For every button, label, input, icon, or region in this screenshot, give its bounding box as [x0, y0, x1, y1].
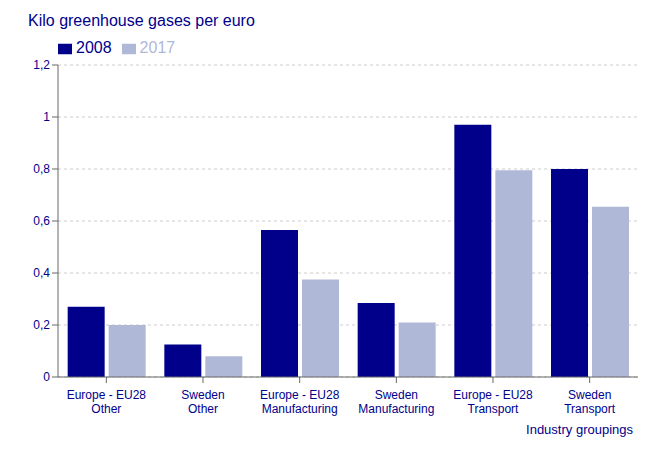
- svg-text:Europe - EU28Transport: Europe - EU28Transport: [453, 388, 533, 416]
- svg-text:0: 0: [43, 370, 50, 384]
- svg-text:0,2: 0,2: [33, 318, 50, 332]
- svg-text:Europe - EU28Manufacturing: Europe - EU28Manufacturing: [260, 388, 340, 416]
- svg-text:Europe - EU28Other: Europe - EU28Other: [67, 388, 147, 416]
- svg-text:0,8: 0,8: [33, 162, 50, 176]
- svg-text:SwedenOther: SwedenOther: [181, 388, 224, 416]
- svg-text:Industry groupings: Industry groupings: [526, 422, 633, 437]
- svg-text:SwedenManufacturing: SwedenManufacturing: [358, 388, 434, 416]
- svg-text:1: 1: [43, 110, 50, 124]
- svg-text:0,6: 0,6: [33, 214, 50, 228]
- svg-text:0,4: 0,4: [33, 266, 50, 280]
- html-text:2008: 2008: [76, 39, 112, 56]
- svg-text:SwedenTransport: SwedenTransport: [564, 388, 616, 416]
- html-text:2017: 2017: [139, 39, 176, 56]
- html-text:Kilo greenhouse gases per euro: Kilo greenhouse gases per euro: [28, 12, 255, 29]
- svg-text:1,2: 1,2: [33, 58, 50, 72]
